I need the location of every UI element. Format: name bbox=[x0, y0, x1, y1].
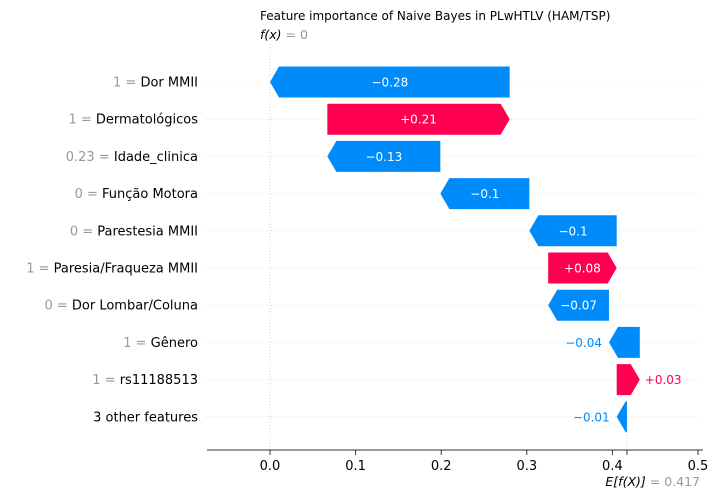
bar-value-label: −0.13 bbox=[365, 150, 402, 164]
positive-contribution-bar bbox=[548, 252, 617, 284]
fx-label-name: f(x) bbox=[260, 27, 282, 42]
feature-name: Paresia/Fraqueza MMII bbox=[54, 262, 198, 277]
feature-name: Dor Lombar/Coluna bbox=[72, 299, 198, 314]
x-tick-label: 0.3 bbox=[516, 459, 537, 474]
feature-name: Dermatológicos bbox=[96, 113, 198, 128]
bar-value-label: −0.04 bbox=[565, 336, 602, 350]
bar-value-label: −0.28 bbox=[371, 76, 408, 90]
feature-name: Função Motora bbox=[102, 187, 198, 202]
ex-label-value: 0.417 bbox=[664, 474, 700, 489]
feature-label: 1 = rs11188513 bbox=[92, 373, 198, 388]
x-axis: 0.0 0.1 0.2 0.3 0.4 0.5 bbox=[207, 449, 709, 474]
feature-label: 0.23 = Idade_clinica bbox=[66, 150, 198, 165]
negative-contribution-bar bbox=[440, 178, 530, 210]
bar-value-label: −0.1 bbox=[470, 187, 499, 201]
feature-label: 1 = Dor MMII bbox=[113, 76, 198, 91]
bar-value-label: +0.03 bbox=[645, 373, 682, 387]
negative-contribution-bar bbox=[548, 289, 609, 321]
feature-value: 0 = bbox=[44, 299, 71, 314]
x-tick-label: 0.4 bbox=[602, 459, 623, 474]
x-tick-label: 0.5 bbox=[688, 459, 709, 474]
x-tick-label: 0.1 bbox=[345, 459, 366, 474]
negative-contribution-bar bbox=[327, 140, 441, 172]
feature-name: rs11188513 bbox=[120, 373, 198, 388]
negative-contribution-bar bbox=[270, 66, 510, 98]
feature-name: Idade_clinica bbox=[114, 150, 198, 165]
x-tick-label: 0.0 bbox=[260, 459, 281, 474]
feature-label: 1 = Paresia/Fraqueza MMII bbox=[26, 262, 198, 277]
negative-contribution-bar bbox=[616, 401, 627, 433]
fx-label: f(x) = 0 bbox=[260, 27, 308, 42]
x-tick-label: 0.2 bbox=[431, 459, 452, 474]
feature-label: 1 = Dermatológicos bbox=[68, 113, 198, 128]
bar-value-label: +0.21 bbox=[400, 113, 437, 127]
feature-value: 1 = bbox=[92, 373, 119, 388]
feature-value: 0 = bbox=[70, 224, 97, 239]
feature-value: 0.23 = bbox=[66, 150, 114, 165]
feature-name: 3 other features bbox=[93, 410, 198, 425]
chart-title: Feature importance of Naive Bayes in PLw… bbox=[260, 9, 610, 23]
feature-label: 1 = Gênero bbox=[123, 336, 198, 351]
feature-name: Parestesia MMII bbox=[97, 224, 198, 239]
positive-contribution-bar bbox=[616, 364, 640, 396]
feature-value: 1 = bbox=[26, 262, 53, 277]
feature-value: 1 = bbox=[123, 336, 150, 351]
bar-value-label: +0.08 bbox=[564, 262, 601, 276]
feature-value: 0 = bbox=[75, 187, 102, 202]
feature-label: 0 = Parestesia MMII bbox=[70, 224, 198, 239]
ex-label-name: E[f(X)] bbox=[605, 474, 645, 489]
bar-value-label: −0.07 bbox=[560, 299, 597, 313]
feature-label: 0 = Função Motora bbox=[75, 187, 198, 202]
bar-value-label: −0.1 bbox=[558, 224, 587, 238]
fx-label-value: 0 bbox=[300, 27, 308, 42]
ex-label: E[f(X)] = 0.417 bbox=[605, 474, 700, 489]
positive-contribution-bar bbox=[327, 103, 510, 135]
negative-contribution-bar bbox=[608, 326, 640, 358]
reference-lines bbox=[269, 44, 628, 450]
feature-value: 1 = bbox=[68, 113, 95, 128]
feature-value: 1 = bbox=[113, 76, 140, 91]
feature-name: Gênero bbox=[151, 336, 198, 351]
bar-value-label: −0.01 bbox=[573, 410, 610, 424]
feature-label: 3 other features bbox=[93, 410, 198, 425]
negative-contribution-bar bbox=[529, 215, 617, 247]
bars: −0.28 +0.21 −0.13 −0.1 −0.1 +0.08 −0.07 −0.04 +0… bbox=[270, 66, 682, 433]
feature-label: 0 = Dor Lombar/Coluna bbox=[44, 299, 198, 314]
feature-name: Dor MMII bbox=[140, 76, 198, 91]
